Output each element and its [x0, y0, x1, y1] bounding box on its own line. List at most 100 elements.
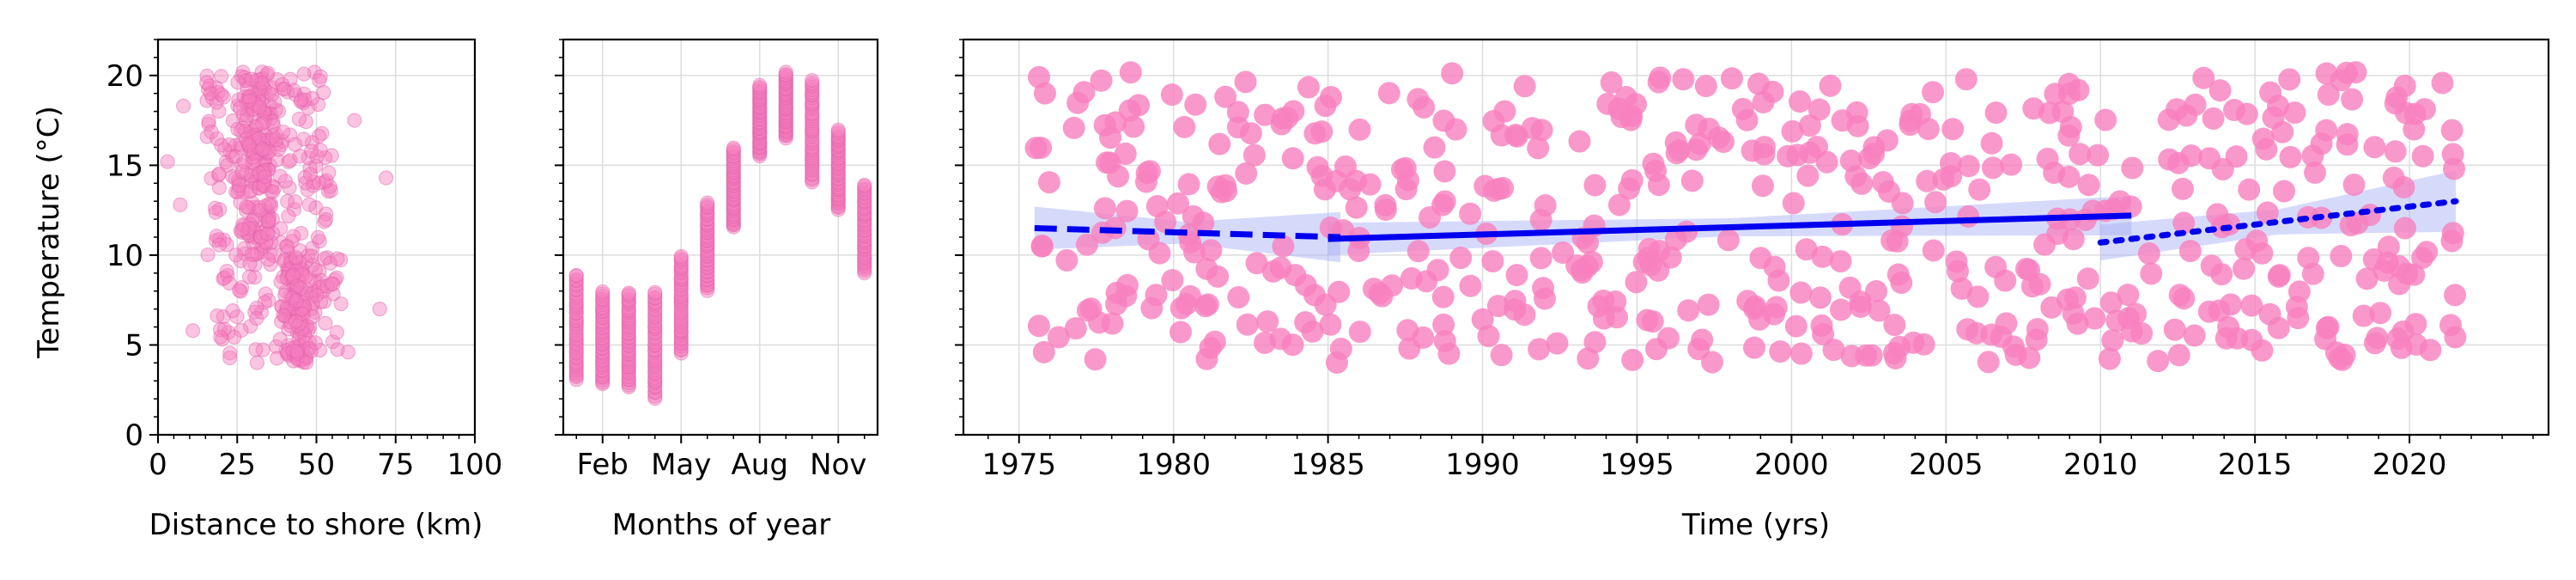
data-point: [673, 253, 689, 268]
data-point: [621, 369, 636, 385]
data-point: [291, 352, 307, 368]
data-point: [317, 174, 332, 190]
data-point: [251, 145, 267, 161]
data-point: [249, 86, 264, 101]
data-point: [568, 302, 584, 318]
data-point: [225, 168, 240, 185]
data-point: [726, 204, 741, 219]
data-point: [1459, 202, 1482, 225]
data-point: [289, 252, 304, 267]
data-point: [621, 347, 636, 363]
data-point: [202, 78, 217, 94]
data-point: [595, 323, 611, 339]
data-point: [778, 97, 793, 113]
data-point: [778, 128, 793, 143]
data-point: [2099, 291, 2123, 314]
data-point: [726, 168, 741, 183]
data-point: [726, 172, 741, 187]
data-point: [1432, 109, 1455, 132]
data-point: [1736, 290, 1759, 313]
data-point: [1697, 293, 1720, 316]
data-point: [857, 242, 872, 258]
data-point: [1504, 298, 1527, 321]
data-point: [265, 128, 281, 143]
data-point: [2439, 314, 2463, 337]
data-point: [1886, 263, 1910, 286]
data-point: [673, 265, 689, 281]
data-point: [778, 87, 793, 102]
data-point: [273, 221, 289, 236]
data-point: [1226, 101, 1249, 124]
data-point: [248, 118, 264, 133]
data-point: [830, 137, 846, 152]
data-point: [621, 289, 636, 304]
data-point: [303, 301, 319, 316]
data-point: [257, 105, 273, 120]
data-point: [267, 180, 283, 195]
data-point: [621, 315, 636, 332]
data-point: [857, 245, 872, 261]
data-point: [673, 259, 689, 276]
x-tick-label: 1980: [1136, 448, 1211, 482]
data-point: [1789, 281, 1813, 304]
data-point: [258, 235, 274, 251]
data-point: [2444, 284, 2467, 307]
data-point: [2077, 174, 2100, 197]
data-point: [257, 143, 272, 159]
data-point: [621, 320, 636, 336]
data-point: [778, 108, 793, 124]
data-point: [260, 65, 276, 81]
data-point: [805, 87, 820, 102]
data-point: [778, 113, 793, 129]
data-point: [805, 119, 820, 134]
data-point: [805, 166, 820, 181]
data-point: [260, 252, 276, 267]
month-panel: Feb May Aug Nov: [555, 38, 879, 482]
data-point: [726, 211, 741, 227]
data-point: [1394, 178, 1418, 201]
data-point: [301, 322, 316, 338]
data-point: [621, 364, 636, 380]
data-point: [752, 138, 768, 155]
data-point: [245, 146, 260, 162]
data-point: [568, 367, 584, 383]
data-point: [595, 325, 611, 340]
data-point: [752, 111, 768, 126]
data-point: [286, 299, 301, 314]
data-point: [248, 96, 264, 112]
data-point: [259, 67, 275, 82]
data-point: [2366, 327, 2389, 350]
data-point: [673, 295, 689, 311]
data-point: [568, 306, 584, 321]
data-point: [1882, 341, 1905, 364]
data-point: [246, 229, 262, 245]
data-point: [252, 96, 267, 113]
data-point: [252, 72, 268, 88]
data-point: [857, 259, 872, 274]
data-point: [752, 114, 768, 130]
data-point: [221, 325, 236, 340]
data-point: [1528, 338, 1551, 361]
data-point: [805, 132, 820, 148]
data-point: [830, 194, 846, 210]
data-point: [830, 160, 846, 175]
data-point: [252, 199, 267, 215]
data-point: [621, 314, 636, 329]
data-point: [291, 331, 307, 346]
data-point: [778, 114, 793, 130]
data-point: [282, 180, 297, 196]
data-point: [292, 242, 307, 259]
data-point: [805, 113, 820, 129]
data-point: [700, 211, 715, 227]
data-point: [726, 210, 741, 225]
data-point: [302, 161, 318, 176]
data-point: [673, 283, 689, 298]
data-point: [284, 253, 300, 268]
data-point: [2362, 247, 2385, 271]
data-point: [242, 134, 258, 150]
data-point: [673, 309, 689, 325]
data-point: [240, 225, 255, 241]
data-point: [217, 142, 233, 157]
data-point: [2431, 71, 2454, 95]
data-point: [700, 205, 715, 221]
